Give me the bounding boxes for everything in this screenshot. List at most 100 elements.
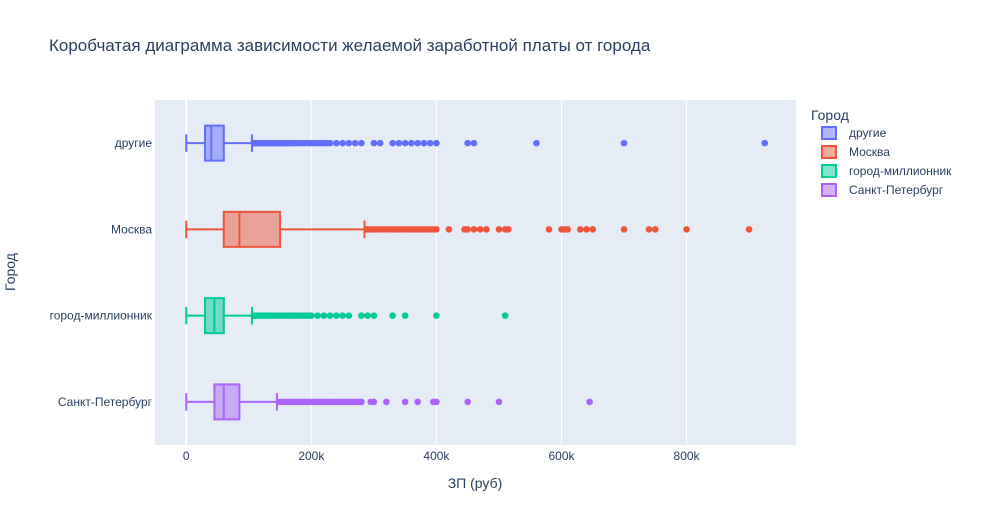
outlier-point[interactable] <box>326 312 334 319</box>
legend-swatch <box>821 164 837 178</box>
outlier-point[interactable] <box>408 139 415 147</box>
outlier-point[interactable] <box>583 226 590 233</box>
legend-item[interactable]: Санкт-Петербург <box>821 183 944 197</box>
outlier-point[interactable] <box>345 312 353 319</box>
outlier-point[interactable] <box>358 398 365 406</box>
outlier-point[interactable] <box>464 398 471 406</box>
outlier-point[interactable] <box>320 312 328 319</box>
outlier-point[interactable] <box>401 139 409 147</box>
legend-item[interactable]: другие <box>821 126 887 140</box>
outlier-point[interactable] <box>645 226 653 233</box>
outlier-point[interactable] <box>370 398 378 406</box>
box-series[interactable] <box>185 210 753 248</box>
outlier-point[interactable] <box>433 139 440 147</box>
legend-label: город-миллионник <box>849 164 952 178</box>
box-series[interactable] <box>185 124 769 162</box>
x-tick-label: 800k <box>674 449 701 463</box>
outlier-point[interactable] <box>414 139 421 147</box>
outlier-point[interactable] <box>370 312 378 319</box>
outlier-point[interactable] <box>395 139 403 147</box>
y-tick-label: Москва <box>111 222 152 236</box>
outlier-point[interactable] <box>314 312 321 319</box>
outlier-point[interactable] <box>414 398 421 406</box>
outlier-point[interactable] <box>383 398 390 406</box>
x-tick-labels: 0 200k 400k 600k 800k <box>183 449 701 463</box>
legend-item[interactable]: город-миллионник <box>821 164 952 178</box>
outlier-point[interactable] <box>483 226 490 233</box>
y-tick-label: другие <box>115 136 153 150</box>
outlier-point[interactable] <box>339 312 346 319</box>
outlier-point[interactable] <box>433 226 440 233</box>
legend-items[interactable]: другие Москва город-миллионник Санкт-Петерб… <box>821 126 952 197</box>
outlier-point[interactable] <box>620 139 628 147</box>
outlier-point[interactable] <box>464 139 471 147</box>
outlier-point[interactable] <box>401 312 409 319</box>
y-tick-labels: другие Москва город-миллионник Санкт-Петерб… <box>50 136 153 409</box>
legend-label: другие <box>849 126 887 140</box>
plot-area <box>155 100 796 445</box>
legend-title: Город <box>811 107 849 123</box>
outlier-point[interactable] <box>445 226 453 233</box>
outlier-point[interactable] <box>464 226 471 233</box>
outlier-point[interactable] <box>533 139 540 147</box>
outlier-point[interactable] <box>470 139 478 147</box>
outlier-point[interactable] <box>364 312 371 319</box>
outlier-point[interactable] <box>501 312 509 319</box>
outlier-point[interactable] <box>761 139 769 147</box>
outlier-point[interactable] <box>401 398 409 406</box>
outlier-point[interactable] <box>339 139 346 147</box>
legend-item[interactable]: Москва <box>821 145 890 159</box>
outlier-point[interactable] <box>576 226 584 233</box>
outlier-point[interactable] <box>358 312 365 319</box>
outlier-point[interactable] <box>495 226 503 233</box>
chart-title: Коробчатая диаграмма зависимости желаемо… <box>49 36 651 55</box>
outlier-point[interactable] <box>545 226 553 233</box>
outlier-point[interactable] <box>589 226 597 233</box>
legend-swatch <box>821 145 837 159</box>
outlier-point[interactable] <box>651 226 659 233</box>
outlier-point[interactable] <box>586 398 593 406</box>
outlier-point[interactable] <box>745 226 753 233</box>
outlier-point[interactable] <box>564 226 572 233</box>
outlier-point[interactable] <box>620 226 628 233</box>
outlier-point[interactable] <box>333 139 340 147</box>
y-tick-label: Санкт-Петербург <box>58 395 153 409</box>
box-iqr[interactable] <box>222 210 282 248</box>
outlier-point[interactable] <box>470 226 478 233</box>
outlier-point[interactable] <box>333 312 340 319</box>
outlier-point[interactable] <box>433 312 440 319</box>
outlier-point[interactable] <box>389 139 396 147</box>
outlier-point[interactable] <box>308 312 315 319</box>
legend-label: Санкт-Петербург <box>849 183 944 197</box>
outlier-point[interactable] <box>426 139 434 147</box>
outlier-point[interactable] <box>358 139 365 147</box>
legend-label: Москва <box>849 145 890 159</box>
outlier-point[interactable] <box>326 139 334 147</box>
series-layer <box>185 124 769 421</box>
x-axis-title: ЗП (руб) <box>448 475 503 491</box>
outlier-point[interactable] <box>420 139 428 147</box>
outlier-point[interactable] <box>495 398 503 406</box>
box-iqr[interactable] <box>213 383 241 421</box>
outlier-point[interactable] <box>433 398 440 406</box>
outlier-point[interactable] <box>505 226 512 233</box>
outlier-point[interactable] <box>370 139 378 147</box>
outlier-point[interactable] <box>376 139 384 147</box>
outlier-point[interactable] <box>351 139 359 147</box>
box-iqr[interactable] <box>204 124 225 162</box>
box-series[interactable] <box>185 297 509 335</box>
y-tick-label: город-миллионник <box>50 309 153 323</box>
grid-lines <box>185 100 688 445</box>
legend[interactable]: Город другие Москва город-миллионник Санкт-… <box>811 107 952 197</box>
x-tick-label: 200k <box>298 449 325 463</box>
outlier-point[interactable] <box>389 312 396 319</box>
outlier-point[interactable] <box>476 226 484 233</box>
outlier-point[interactable] <box>683 226 690 233</box>
legend-swatch <box>821 126 837 140</box>
outlier-point[interactable] <box>345 139 353 147</box>
box-series[interactable] <box>185 383 593 421</box>
x-tick-label: 600k <box>548 449 575 463</box>
legend-swatch <box>821 183 837 197</box>
